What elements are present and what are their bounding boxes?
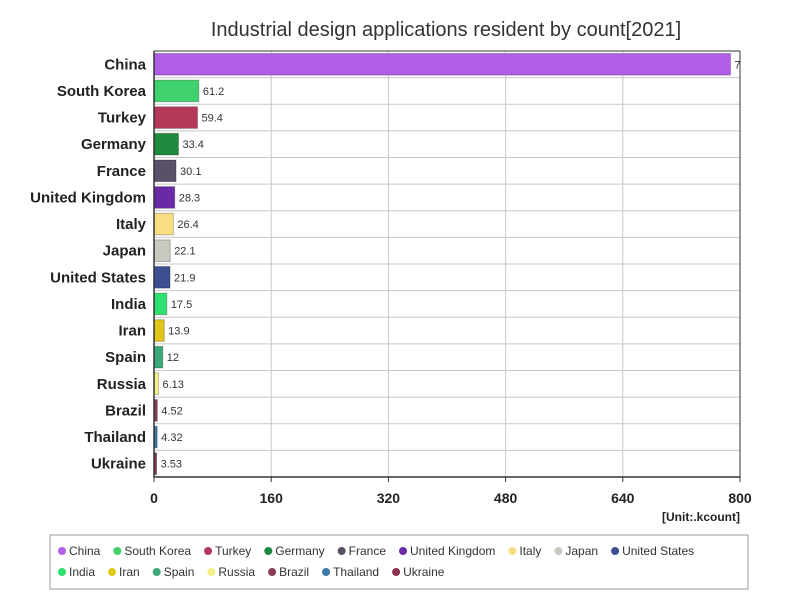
x-tick-label: 0 [150,490,158,506]
bar-value-label: 4.32 [161,432,182,444]
chart-title: Industrial design applications resident … [211,19,681,41]
legend-entry[interactable]: India [69,565,95,579]
bar-value-label: 22.1 [174,246,195,258]
legend-entry[interactable]: Germany [275,544,324,558]
category-label: United Kingdom [30,189,146,206]
legend-entry[interactable]: South Korea [124,544,191,558]
bar-value-label: 59.4 [202,113,223,125]
bar-value-label: 12 [167,352,179,364]
bar [153,345,164,369]
legend-entry[interactable]: Italy [519,544,541,558]
bar-value-label: 30.1 [180,166,201,178]
bar-value-label: 7 [734,59,740,71]
category-label: Japan [103,243,146,260]
bar-value-label: 13.9 [168,326,189,338]
category-label: Italy [116,216,147,233]
category-label: China [104,56,146,73]
category-label: Thailand [84,429,146,446]
category-label: Spain [105,349,146,366]
legend-marker [268,568,277,576]
legend-marker [398,547,407,555]
x-tick-label: 480 [494,490,518,506]
bar [153,186,176,209]
legend-marker [108,568,117,576]
bar-value-label: 33.4 [182,139,203,151]
legend-marker [392,568,401,576]
legend-entry[interactable]: United Kingdom [410,544,495,558]
bar-value-label: 4.52 [161,405,182,417]
x-tick-label: 640 [611,490,635,506]
legend-entry[interactable]: France [349,544,387,558]
category-label: Germany [81,136,147,153]
bar [153,159,177,183]
bar-value-label: 61.2 [203,86,224,98]
legend-entry[interactable]: Ukraine [403,565,445,579]
grid-lines [154,51,741,477]
legend-entry[interactable]: Iran [119,565,140,579]
category-label: Brazil [105,402,146,419]
category-label: Turkey [98,110,147,127]
x-tick-label: 160 [260,490,284,506]
legend-marker [508,547,517,555]
legend-entry[interactable]: China [69,544,101,558]
legend-marker [207,568,216,576]
category-label: Ukraine [91,456,146,473]
bar-value-label: 17.5 [171,299,192,311]
x-tick-label: 320 [377,490,401,506]
bar-value-label: 6.13 [162,379,183,391]
x-tick-label: 800 [728,490,752,506]
bars: 7 61.2 59.4 33.4 30.1 28.3 26.4 22.1 21.9 17.5 13.… [153,53,741,475]
legend-marker [337,547,346,555]
bar-value-label: 3.53 [161,459,182,471]
category-label: France [97,163,146,180]
legend-marker [611,547,620,555]
legend-marker [554,547,563,555]
bar [153,132,179,156]
unit-label: [Unit:.kcount] [662,510,740,524]
bar [153,79,200,103]
legend-marker [113,547,122,555]
legend-entry[interactable]: Brazil [279,565,309,579]
category-label: South Korea [57,83,147,100]
legend-marker [58,568,66,576]
category-label: United States [50,269,146,286]
legend-entry[interactable]: Japan [565,544,598,558]
legend-entry[interactable]: Thailand [333,565,379,579]
legend-entry[interactable]: Russia [218,565,255,579]
legend-entry[interactable]: Turkey [215,544,251,558]
legend: China South Korea Turkey Germany France Unite… [49,534,749,590]
bar [153,212,174,236]
bar-value-label: 28.3 [179,192,200,204]
axes: China South Korea Turkey Germany France Unite… [30,50,752,506]
category-label: Russia [97,376,147,393]
legend-marker [58,547,66,555]
category-label: India [111,296,147,313]
legend-box [49,534,749,590]
bar-value-label: 21.9 [174,272,195,284]
bar [153,319,165,342]
legend-entry[interactable]: United States [622,544,694,558]
bar [153,53,731,76]
bar [153,106,199,129]
legend-marker [322,568,331,576]
legend-marker [204,547,213,555]
bar [153,292,168,316]
legend-marker [152,568,161,576]
bar [153,239,171,262]
category-label: Iran [118,323,146,340]
legend-marker [264,547,273,555]
legend-entry[interactable]: Spain [164,565,195,579]
bar [153,266,171,289]
bar-value-label: 26.4 [177,219,198,231]
